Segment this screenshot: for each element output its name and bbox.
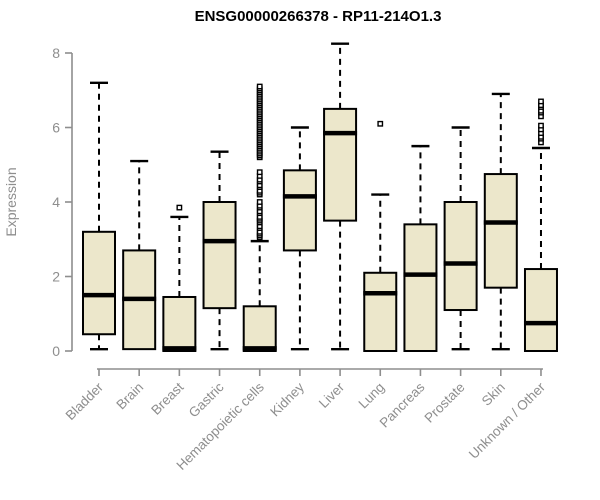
y-tick-label: 2: [52, 269, 60, 285]
outlier-marker: [176, 204, 183, 211]
y-axis-title: Expression: [3, 167, 19, 236]
chart-title: ENSG00000266378 - RP11-214O1.3: [195, 8, 442, 25]
x-category-label: Lung: [356, 380, 388, 412]
x-category-label: Breast: [148, 379, 186, 417]
y-tick-label: 0: [52, 343, 60, 359]
outlier-marker: [538, 122, 544, 129]
box-iqr: [323, 107, 358, 222]
outlier-marker: [256, 199, 263, 205]
y-tick-label: 4: [52, 194, 60, 210]
x-category-label: Prostate: [422, 380, 468, 426]
y-tick-label: 6: [52, 120, 60, 136]
x-category-label: Brain: [113, 380, 146, 413]
x-category-label: Pancreas: [377, 379, 428, 430]
x-category-label: Bladder: [63, 379, 107, 423]
x-category-label: Kidney: [267, 379, 307, 419]
box-iqr: [483, 173, 518, 289]
outlier-marker: [256, 83, 263, 90]
box-iqr: [523, 268, 558, 352]
outlier-marker: [377, 120, 384, 127]
x-category-label: Liver: [316, 379, 348, 411]
box-iqr: [282, 169, 317, 252]
y-tick-label: 8: [52, 45, 60, 61]
box-iqr: [202, 201, 237, 310]
box-iqr: [403, 223, 438, 353]
box-iqr: [82, 230, 116, 336]
box-iqr: [443, 201, 478, 312]
outlier-marker: [538, 98, 544, 105]
outlier-marker: [256, 169, 263, 176]
box-iqr: [162, 295, 197, 352]
x-category-label: Skin: [479, 380, 508, 409]
x-category-label: Unknown / Other: [466, 379, 549, 462]
box-iqr: [242, 305, 277, 352]
box-iqr: [363, 271, 398, 352]
